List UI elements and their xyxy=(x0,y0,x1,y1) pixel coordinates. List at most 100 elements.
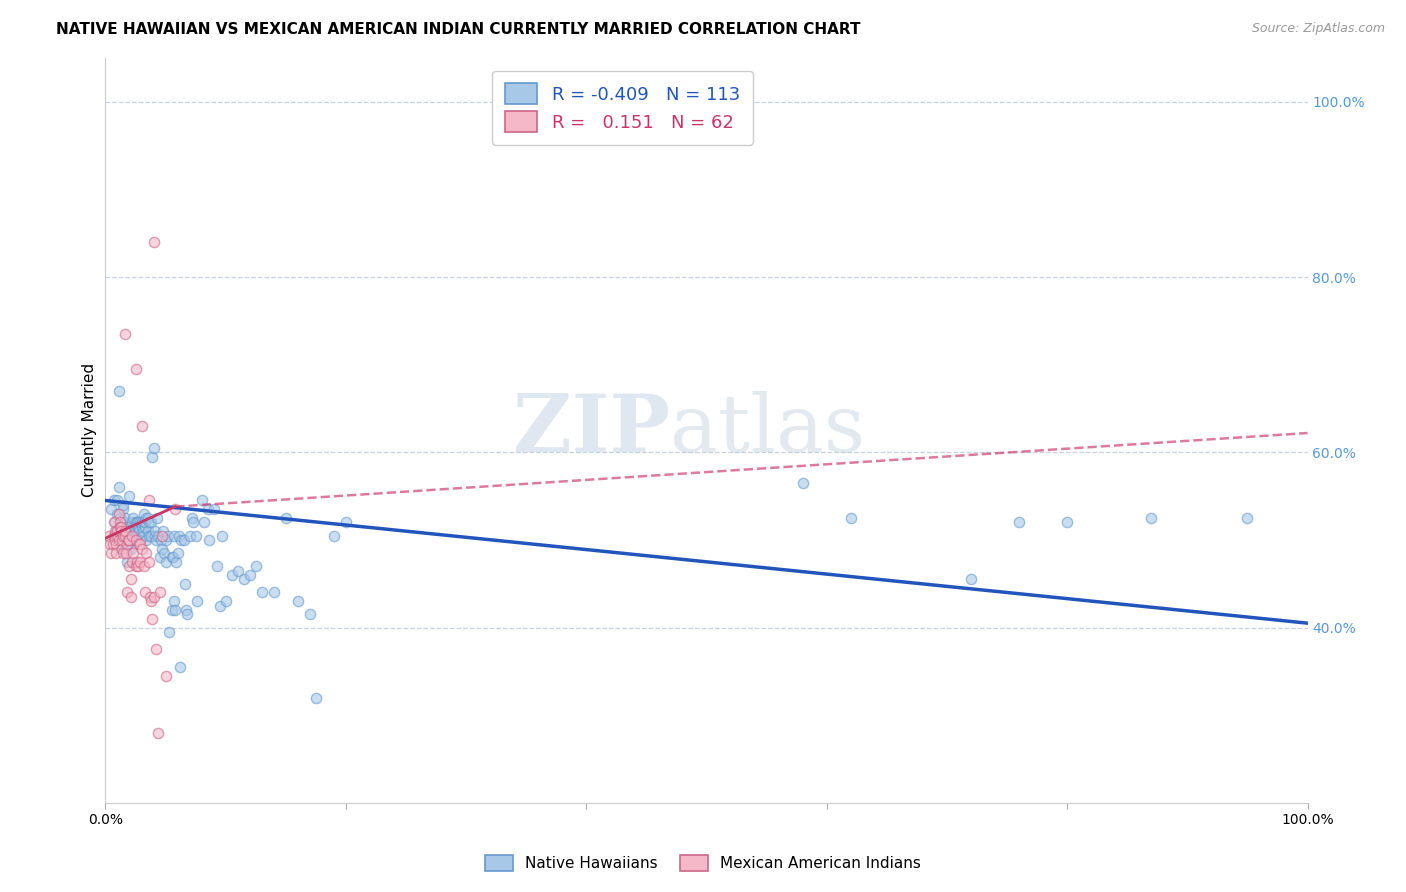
Point xyxy=(124,524,146,538)
Point xyxy=(152,524,174,538)
Point xyxy=(134,520,156,534)
Point xyxy=(148,585,170,599)
Point xyxy=(155,533,177,547)
Point xyxy=(190,493,212,508)
Point xyxy=(117,533,139,547)
Point xyxy=(124,516,146,530)
Point xyxy=(110,520,132,534)
Point xyxy=(111,516,134,530)
Point xyxy=(184,528,207,542)
Point xyxy=(335,516,357,530)
Point xyxy=(118,533,141,547)
Point xyxy=(124,520,146,534)
Point xyxy=(1008,516,1031,530)
Point xyxy=(135,533,157,547)
Point xyxy=(138,493,160,508)
Point xyxy=(1236,511,1258,525)
Point xyxy=(103,516,125,530)
Point xyxy=(110,524,132,538)
Point xyxy=(107,493,129,508)
Point xyxy=(138,516,160,530)
Point xyxy=(110,537,132,551)
Point xyxy=(117,541,139,556)
Point xyxy=(148,550,170,565)
Point xyxy=(108,516,131,530)
Point xyxy=(839,511,862,525)
Point xyxy=(153,546,176,560)
Point xyxy=(118,559,141,574)
Point xyxy=(111,528,134,542)
Point xyxy=(108,520,131,534)
Point xyxy=(115,520,138,534)
Point xyxy=(104,524,127,538)
Point xyxy=(162,550,184,565)
Point xyxy=(179,528,201,542)
Point xyxy=(155,669,177,683)
Point xyxy=(141,612,163,626)
Point xyxy=(121,555,143,569)
Point xyxy=(134,516,156,530)
Point xyxy=(118,489,141,503)
Point xyxy=(1140,511,1163,525)
Point xyxy=(110,541,132,556)
Point xyxy=(166,546,188,560)
Point xyxy=(114,511,136,525)
Point xyxy=(139,528,162,542)
Point xyxy=(146,511,169,525)
Point xyxy=(107,507,129,521)
Point xyxy=(112,546,135,560)
Point xyxy=(143,524,166,538)
Point xyxy=(115,524,138,538)
Point xyxy=(1056,516,1078,530)
Point xyxy=(142,235,165,249)
Point xyxy=(103,493,125,508)
Point xyxy=(163,594,186,608)
Point xyxy=(138,528,160,542)
Point xyxy=(108,520,131,534)
Point xyxy=(101,537,124,551)
Point xyxy=(167,528,190,542)
Point xyxy=(132,559,155,574)
Point xyxy=(128,524,150,538)
Point xyxy=(129,537,152,551)
Point xyxy=(104,533,127,547)
Point xyxy=(131,516,153,530)
Point xyxy=(100,546,122,560)
Point xyxy=(121,528,143,542)
Point xyxy=(250,585,273,599)
Point xyxy=(129,533,152,547)
Point xyxy=(202,502,225,516)
Point xyxy=(138,555,160,569)
Point xyxy=(105,524,128,538)
Point xyxy=(165,603,187,617)
Point xyxy=(155,857,177,871)
Point xyxy=(221,568,243,582)
Point xyxy=(148,725,170,739)
Point xyxy=(181,511,204,525)
Text: ZIP: ZIP xyxy=(513,392,671,469)
Point xyxy=(274,511,297,525)
Point xyxy=(305,690,328,705)
Point xyxy=(127,520,149,534)
Point xyxy=(111,533,134,547)
Point xyxy=(98,528,121,542)
Point xyxy=(193,516,215,530)
Point xyxy=(112,498,135,512)
Point xyxy=(129,516,152,530)
Point xyxy=(100,502,122,516)
Point xyxy=(132,516,155,530)
Point xyxy=(173,533,195,547)
Point xyxy=(115,537,138,551)
Point xyxy=(117,524,139,538)
Point xyxy=(115,585,138,599)
Point xyxy=(232,573,254,587)
Point xyxy=(114,516,136,530)
Text: Source: ZipAtlas.com: Source: ZipAtlas.com xyxy=(1251,22,1385,36)
Point xyxy=(134,585,156,599)
Point xyxy=(174,603,197,617)
Point xyxy=(160,550,183,565)
Point xyxy=(131,541,153,556)
Point xyxy=(120,590,142,604)
Point xyxy=(108,511,131,525)
Point xyxy=(124,533,146,547)
